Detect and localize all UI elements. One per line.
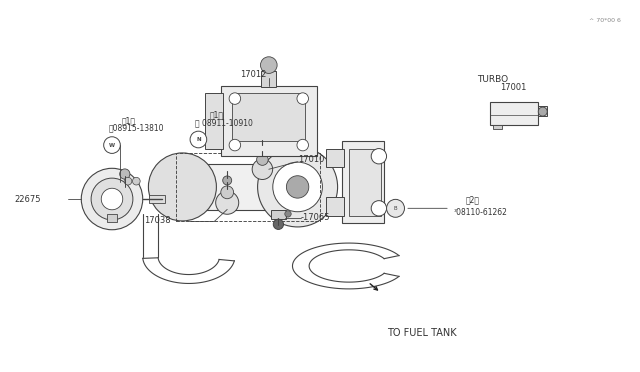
Circle shape xyxy=(91,178,133,220)
Circle shape xyxy=(216,191,239,214)
Circle shape xyxy=(229,140,241,151)
Text: 22675: 22675 xyxy=(14,195,40,203)
Text: ³08110-61262: ³08110-61262 xyxy=(453,208,507,217)
Text: 17010: 17010 xyxy=(298,155,324,164)
Text: TO FUEL TANK: TO FUEL TANK xyxy=(387,328,457,338)
Bar xyxy=(176,153,320,221)
Circle shape xyxy=(120,169,130,179)
Text: N: N xyxy=(196,137,201,142)
Text: TURBO: TURBO xyxy=(477,76,508,84)
Bar xyxy=(232,93,305,141)
Bar xyxy=(326,197,344,216)
Circle shape xyxy=(221,186,234,199)
Circle shape xyxy=(260,57,277,73)
Circle shape xyxy=(132,177,140,185)
Text: （1）: （1） xyxy=(122,116,136,125)
Text: （1）: （1） xyxy=(210,111,224,120)
Circle shape xyxy=(81,168,143,230)
Circle shape xyxy=(101,188,123,210)
Circle shape xyxy=(285,211,291,217)
Circle shape xyxy=(538,107,547,116)
Text: Ⓦ08915-13810: Ⓦ08915-13810 xyxy=(109,124,164,133)
Text: W: W xyxy=(109,142,115,148)
Text: 17012: 17012 xyxy=(239,70,266,79)
Circle shape xyxy=(229,93,241,104)
Circle shape xyxy=(258,147,338,227)
Circle shape xyxy=(258,143,267,152)
Bar xyxy=(326,149,344,167)
Circle shape xyxy=(124,177,132,185)
Circle shape xyxy=(387,199,404,217)
Circle shape xyxy=(223,176,232,185)
Circle shape xyxy=(371,201,387,216)
Text: B: B xyxy=(394,206,397,211)
Bar xyxy=(538,106,547,116)
Circle shape xyxy=(297,140,308,151)
Bar xyxy=(271,210,286,219)
Bar xyxy=(205,93,223,149)
Circle shape xyxy=(252,159,273,180)
Circle shape xyxy=(273,219,284,230)
Bar xyxy=(349,149,381,216)
Text: 17038: 17038 xyxy=(144,216,171,225)
Circle shape xyxy=(297,93,308,104)
Circle shape xyxy=(104,137,120,153)
Bar xyxy=(182,164,298,210)
Circle shape xyxy=(257,154,268,165)
Bar xyxy=(493,125,502,129)
Circle shape xyxy=(273,162,323,212)
Text: Ⓝ 08911-10910: Ⓝ 08911-10910 xyxy=(195,118,253,127)
Bar xyxy=(221,86,317,156)
Circle shape xyxy=(287,176,309,198)
Bar xyxy=(107,214,117,222)
Text: 17001: 17001 xyxy=(500,83,527,92)
Circle shape xyxy=(371,148,387,164)
Text: -17065: -17065 xyxy=(301,213,330,222)
Circle shape xyxy=(148,153,216,221)
Bar xyxy=(342,141,384,223)
Circle shape xyxy=(190,131,207,148)
Bar xyxy=(261,71,276,87)
Text: （2）: （2） xyxy=(466,196,480,205)
Bar xyxy=(490,102,538,125)
Bar xyxy=(149,195,165,203)
Text: ^ 70*00 6: ^ 70*00 6 xyxy=(589,18,621,23)
